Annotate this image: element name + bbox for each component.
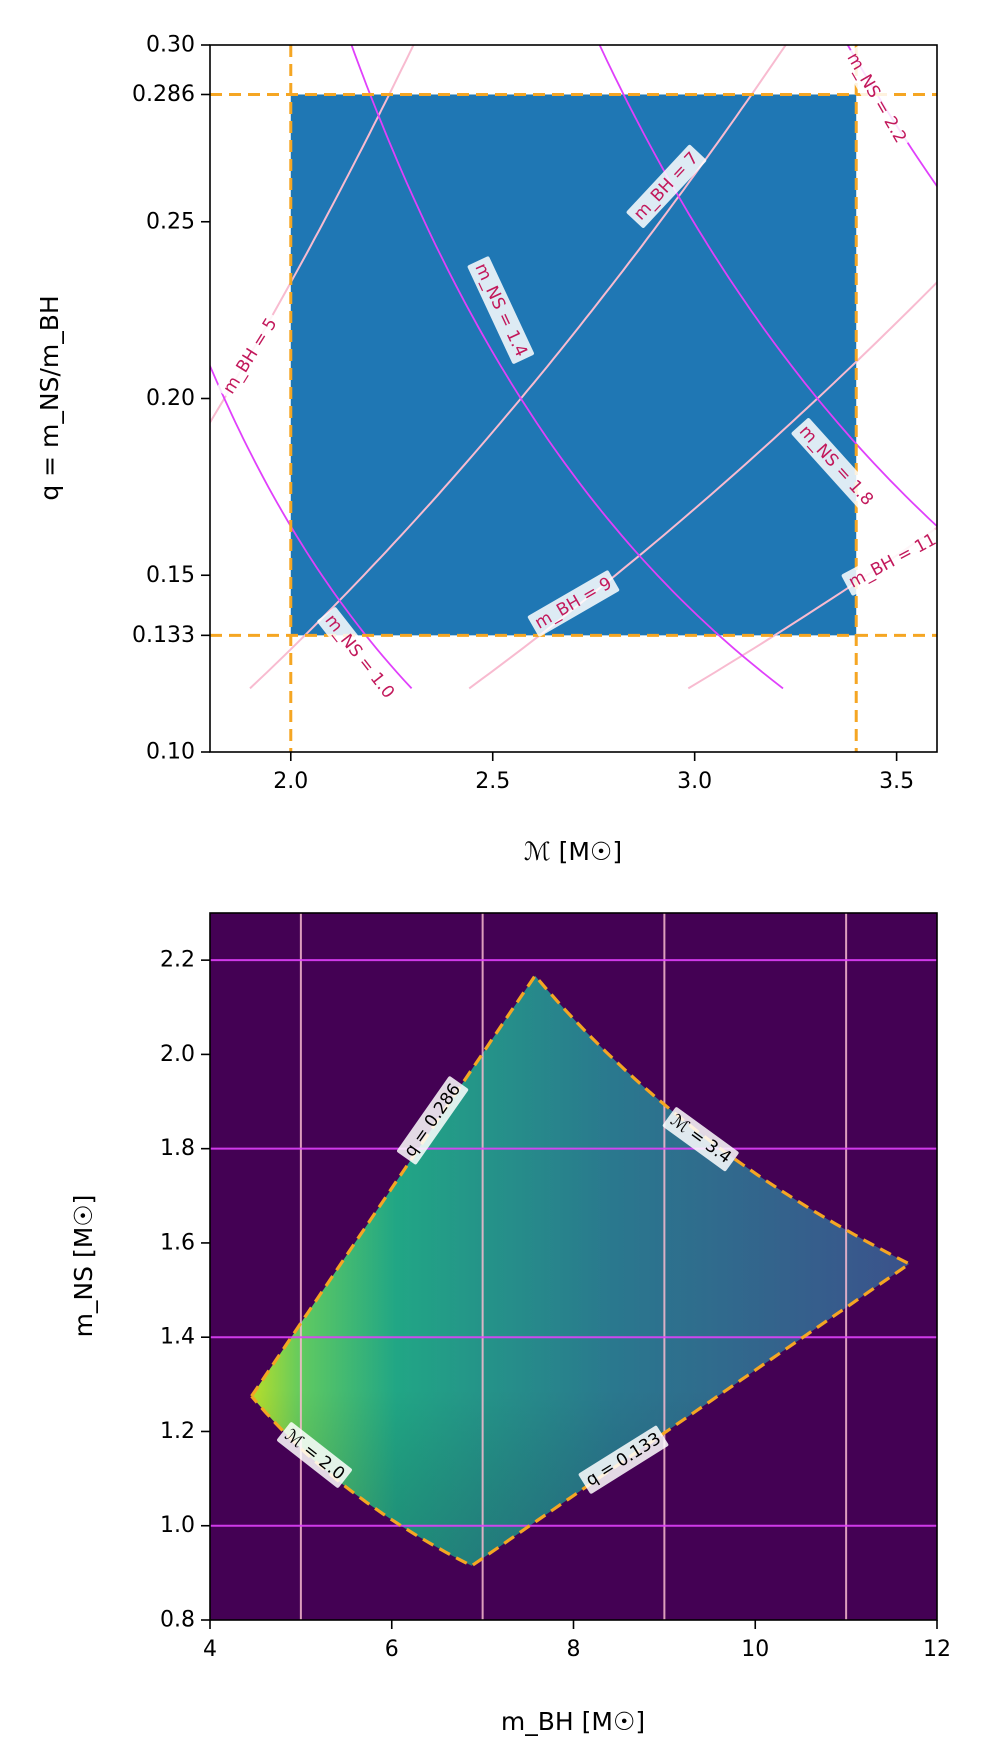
- m-bh-reference-lines: [299, 913, 848, 1620]
- y-tick-label: 0.25: [146, 209, 195, 234]
- y-tick-label: 0.15: [146, 563, 195, 588]
- y-tick-label: 1.2: [160, 1419, 195, 1444]
- x-tick-label: 8: [567, 1637, 581, 1662]
- bh-curve-7: [249, 45, 787, 690]
- y-axis-ticks: 0.8 1.0 1.2 1.4 1.6 1.8 2.0 2.2: [160, 948, 210, 1633]
- x-axis-label: ℳ [M☉]: [524, 837, 622, 866]
- bh-curve-label-9-bg: [527, 570, 620, 637]
- y-tick-label: 1.0: [160, 1513, 195, 1538]
- bh-curve-label-5-bg: [216, 310, 285, 402]
- ns-curve-label-1-4-bg: [467, 256, 534, 364]
- y-tick-label: 1.4: [160, 1325, 195, 1350]
- ns-curve-1-4: [350, 45, 784, 690]
- ns-curve-label-1-bg: [317, 607, 402, 706]
- x-tick-label: 2.0: [273, 769, 308, 794]
- y-tick-label: 2.0: [160, 1042, 195, 1067]
- y-axis-ticks: 0.10 0.133 0.15 0.20 0.25 0.286 0.30: [132, 33, 210, 765]
- x-tick-label: 6: [385, 1637, 399, 1662]
- ns-curve-2-2: [846, 45, 937, 188]
- x-tick-label: 4: [203, 1637, 217, 1662]
- y-tick-label: 0.20: [146, 386, 195, 411]
- x-tick-label: 3.0: [677, 769, 712, 794]
- y-tick-label: 0.30: [146, 33, 195, 58]
- ns-curve-label-1-8-bg: [791, 418, 881, 514]
- x-tick-label: 2.5: [475, 769, 510, 794]
- boundary-label-q-0-133-bg: [578, 1425, 669, 1494]
- bh-curve-label-11-bg: [841, 526, 937, 596]
- y-tick-label: 1.8: [160, 1136, 195, 1161]
- x-tick-label: 10: [741, 1637, 769, 1662]
- allowed-region: [290, 94, 857, 636]
- x-tick-label: 12: [923, 1637, 951, 1662]
- m-ns-reference-lines: [210, 959, 937, 1527]
- y-axis-label: q = m_NS/m_BH: [35, 295, 64, 500]
- y-tick-label: 1.6: [160, 1230, 195, 1255]
- x-axis-ticks: 2.0 2.5 3.0 3.5: [273, 752, 914, 794]
- y-axis-label: m_NS [M☉]: [69, 1195, 98, 1338]
- boundary-label-q-0-286-bg: [397, 1076, 469, 1165]
- panel-mbh-mns: q = 0.286 ℳ = 3.4ℳ = 2.0 q = 0.133 4 6 8 10 12…: [69, 912, 951, 1736]
- allowed-region-shade: [251, 975, 910, 1566]
- y-tick-label: 0.8: [160, 1608, 195, 1633]
- boundary-label-mc-3-4-bg: [662, 1107, 739, 1172]
- y-tick-label: 0.133: [132, 623, 195, 648]
- y-tick-label: 2.2: [160, 948, 195, 973]
- x-axis-label: m_BH [M☉]: [501, 1707, 645, 1736]
- x-tick-label: 3.5: [879, 769, 914, 794]
- region-boundary: [250, 973, 913, 1568]
- ns-curve-1-8: [598, 45, 937, 528]
- boundary-label-mc-2-bg: [277, 1422, 352, 1488]
- panel-mc-q: m_NS = 1.0m_NS = 1.4m_NS = 1.8m_NS = 2.2…: [35, 33, 938, 866]
- y-tick-label: 0.286: [132, 82, 195, 107]
- x-axis-ticks: 4 6 8 10 12: [203, 1620, 951, 1662]
- y-tick-label: 0.10: [146, 740, 195, 765]
- ns-curve-label-2-2-bg: [839, 45, 914, 151]
- bh-curve-label-7-bg: [626, 144, 707, 228]
